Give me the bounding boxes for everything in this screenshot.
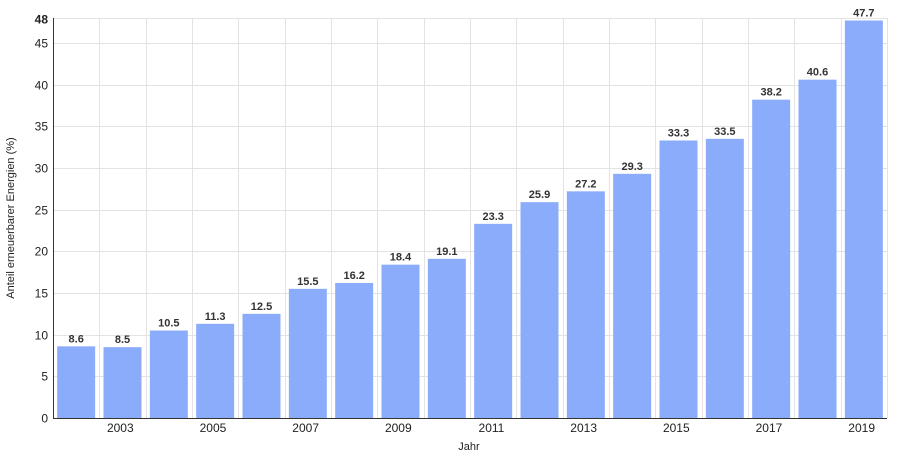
bar-2017 bbox=[752, 99, 791, 419]
data-label-2009: 18.4 bbox=[390, 252, 412, 264]
data-label-2013: 27.2 bbox=[575, 178, 596, 190]
y-tick-label: 15 bbox=[35, 287, 49, 301]
y-tick-label: 0 bbox=[41, 412, 48, 426]
bar-2015 bbox=[659, 140, 698, 418]
y-tick-label: 45 bbox=[35, 37, 49, 51]
data-label-2018: 40.6 bbox=[807, 67, 828, 79]
bar-2013 bbox=[566, 191, 605, 418]
bar-2008 bbox=[335, 283, 374, 418]
data-label-2006: 12.5 bbox=[251, 301, 272, 313]
grid-lines bbox=[53, 18, 888, 418]
bar-2011 bbox=[474, 223, 513, 418]
data-label-2007: 15.5 bbox=[297, 276, 318, 288]
y-tick-label: 20 bbox=[35, 245, 49, 259]
bar-2018 bbox=[798, 79, 837, 419]
data-label-2002: 8.6 bbox=[69, 333, 84, 345]
data-label-2011: 23.3 bbox=[482, 211, 503, 223]
y-tick-label: 35 bbox=[35, 120, 49, 134]
x-tick-label-2003: 2003 bbox=[107, 421, 134, 435]
y-tick-label: 30 bbox=[35, 162, 49, 176]
y-tick-label: 10 bbox=[35, 329, 49, 343]
data-label-2012: 25.9 bbox=[529, 189, 550, 201]
bar-2012 bbox=[520, 202, 559, 418]
x-tick-label-2005: 2005 bbox=[200, 421, 227, 435]
bar-2005 bbox=[196, 323, 235, 418]
bar-2019 bbox=[844, 20, 883, 418]
bar-2007 bbox=[288, 288, 327, 418]
data-label-2017: 38.2 bbox=[760, 87, 781, 99]
data-label-2008: 16.2 bbox=[343, 270, 364, 282]
bar-2009 bbox=[381, 264, 420, 418]
bar-2006 bbox=[242, 313, 281, 418]
bar-2003 bbox=[103, 347, 142, 418]
bar-2016 bbox=[705, 138, 744, 418]
y-axis: 0 5 10 15 20 25 30 35 40 45 48 bbox=[35, 13, 54, 426]
data-label-2010: 19.1 bbox=[436, 246, 457, 258]
data-label-2019: 47.7 bbox=[853, 8, 874, 20]
x-axis-title: Jahr bbox=[458, 441, 480, 453]
y-axis-title: Anteil erneuerbarer Energien (%) bbox=[5, 137, 17, 298]
x-tick-label-2007: 2007 bbox=[292, 421, 319, 435]
x-tick-label-2011: 2011 bbox=[479, 421, 505, 435]
x-axis: 2003 2005 2007 2009 2011 2013 2015 2017 2019 bbox=[53, 418, 887, 435]
data-label-2014: 29.3 bbox=[621, 161, 642, 173]
bar-2014 bbox=[613, 173, 652, 418]
data-label-2004: 10.5 bbox=[158, 318, 179, 330]
y-tick-label: 48 bbox=[35, 13, 49, 27]
data-labels: 8.6 8.5 10.5 11.3 12.5 15.5 16.2 18.4 19.1 23.3 25… bbox=[69, 8, 875, 347]
x-tick-label-2013: 2013 bbox=[570, 421, 597, 435]
bar-2004 bbox=[149, 330, 188, 418]
data-label-2003: 8.5 bbox=[115, 334, 130, 346]
y-tick-label: 25 bbox=[35, 204, 49, 218]
bars bbox=[57, 20, 883, 419]
x-tick-label-2017: 2017 bbox=[756, 421, 783, 435]
x-tick-label-2019: 2019 bbox=[848, 421, 875, 435]
bar-2002 bbox=[57, 346, 96, 418]
x-tick-label-2015: 2015 bbox=[663, 421, 690, 435]
data-label-2016: 33.5 bbox=[714, 126, 735, 138]
bar-2010 bbox=[427, 258, 466, 418]
y-tick-label: 40 bbox=[35, 79, 49, 93]
data-label-2015: 33.3 bbox=[668, 128, 689, 140]
y-tick-label: 5 bbox=[41, 370, 48, 384]
x-tick-label-2009: 2009 bbox=[385, 421, 412, 435]
data-label-2005: 11.3 bbox=[205, 311, 226, 323]
